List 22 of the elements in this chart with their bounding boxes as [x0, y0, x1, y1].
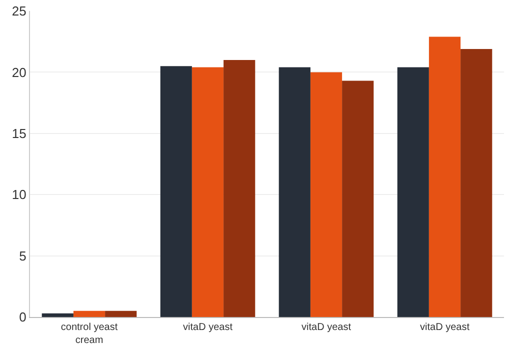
- bar: [460, 48, 492, 317]
- bar: [224, 60, 256, 317]
- bar: [160, 66, 192, 317]
- bar: [42, 313, 74, 317]
- bar: [310, 72, 342, 317]
- x-tick-label: vitaD yeast: [420, 322, 470, 333]
- y-tick-label: 5: [19, 248, 26, 264]
- bar: [278, 67, 310, 317]
- y-tick-label: 10: [12, 187, 26, 202]
- bar: [105, 310, 137, 317]
- y-tick-label: 15: [12, 126, 26, 141]
- bar: [73, 310, 106, 317]
- bar: [192, 67, 224, 317]
- y-tick-label: 20: [12, 64, 26, 80]
- bar: [342, 80, 374, 317]
- bar: [428, 36, 461, 317]
- x-tick-label: control yeast cream: [60, 322, 118, 346]
- bar: [397, 67, 429, 317]
- y-tick-label: 25: [12, 4, 26, 19]
- x-tick-label: vitaD yeast: [183, 322, 233, 333]
- y-tick-label: 0: [19, 310, 26, 325]
- x-tick-label: vitaD yeast: [302, 322, 352, 333]
